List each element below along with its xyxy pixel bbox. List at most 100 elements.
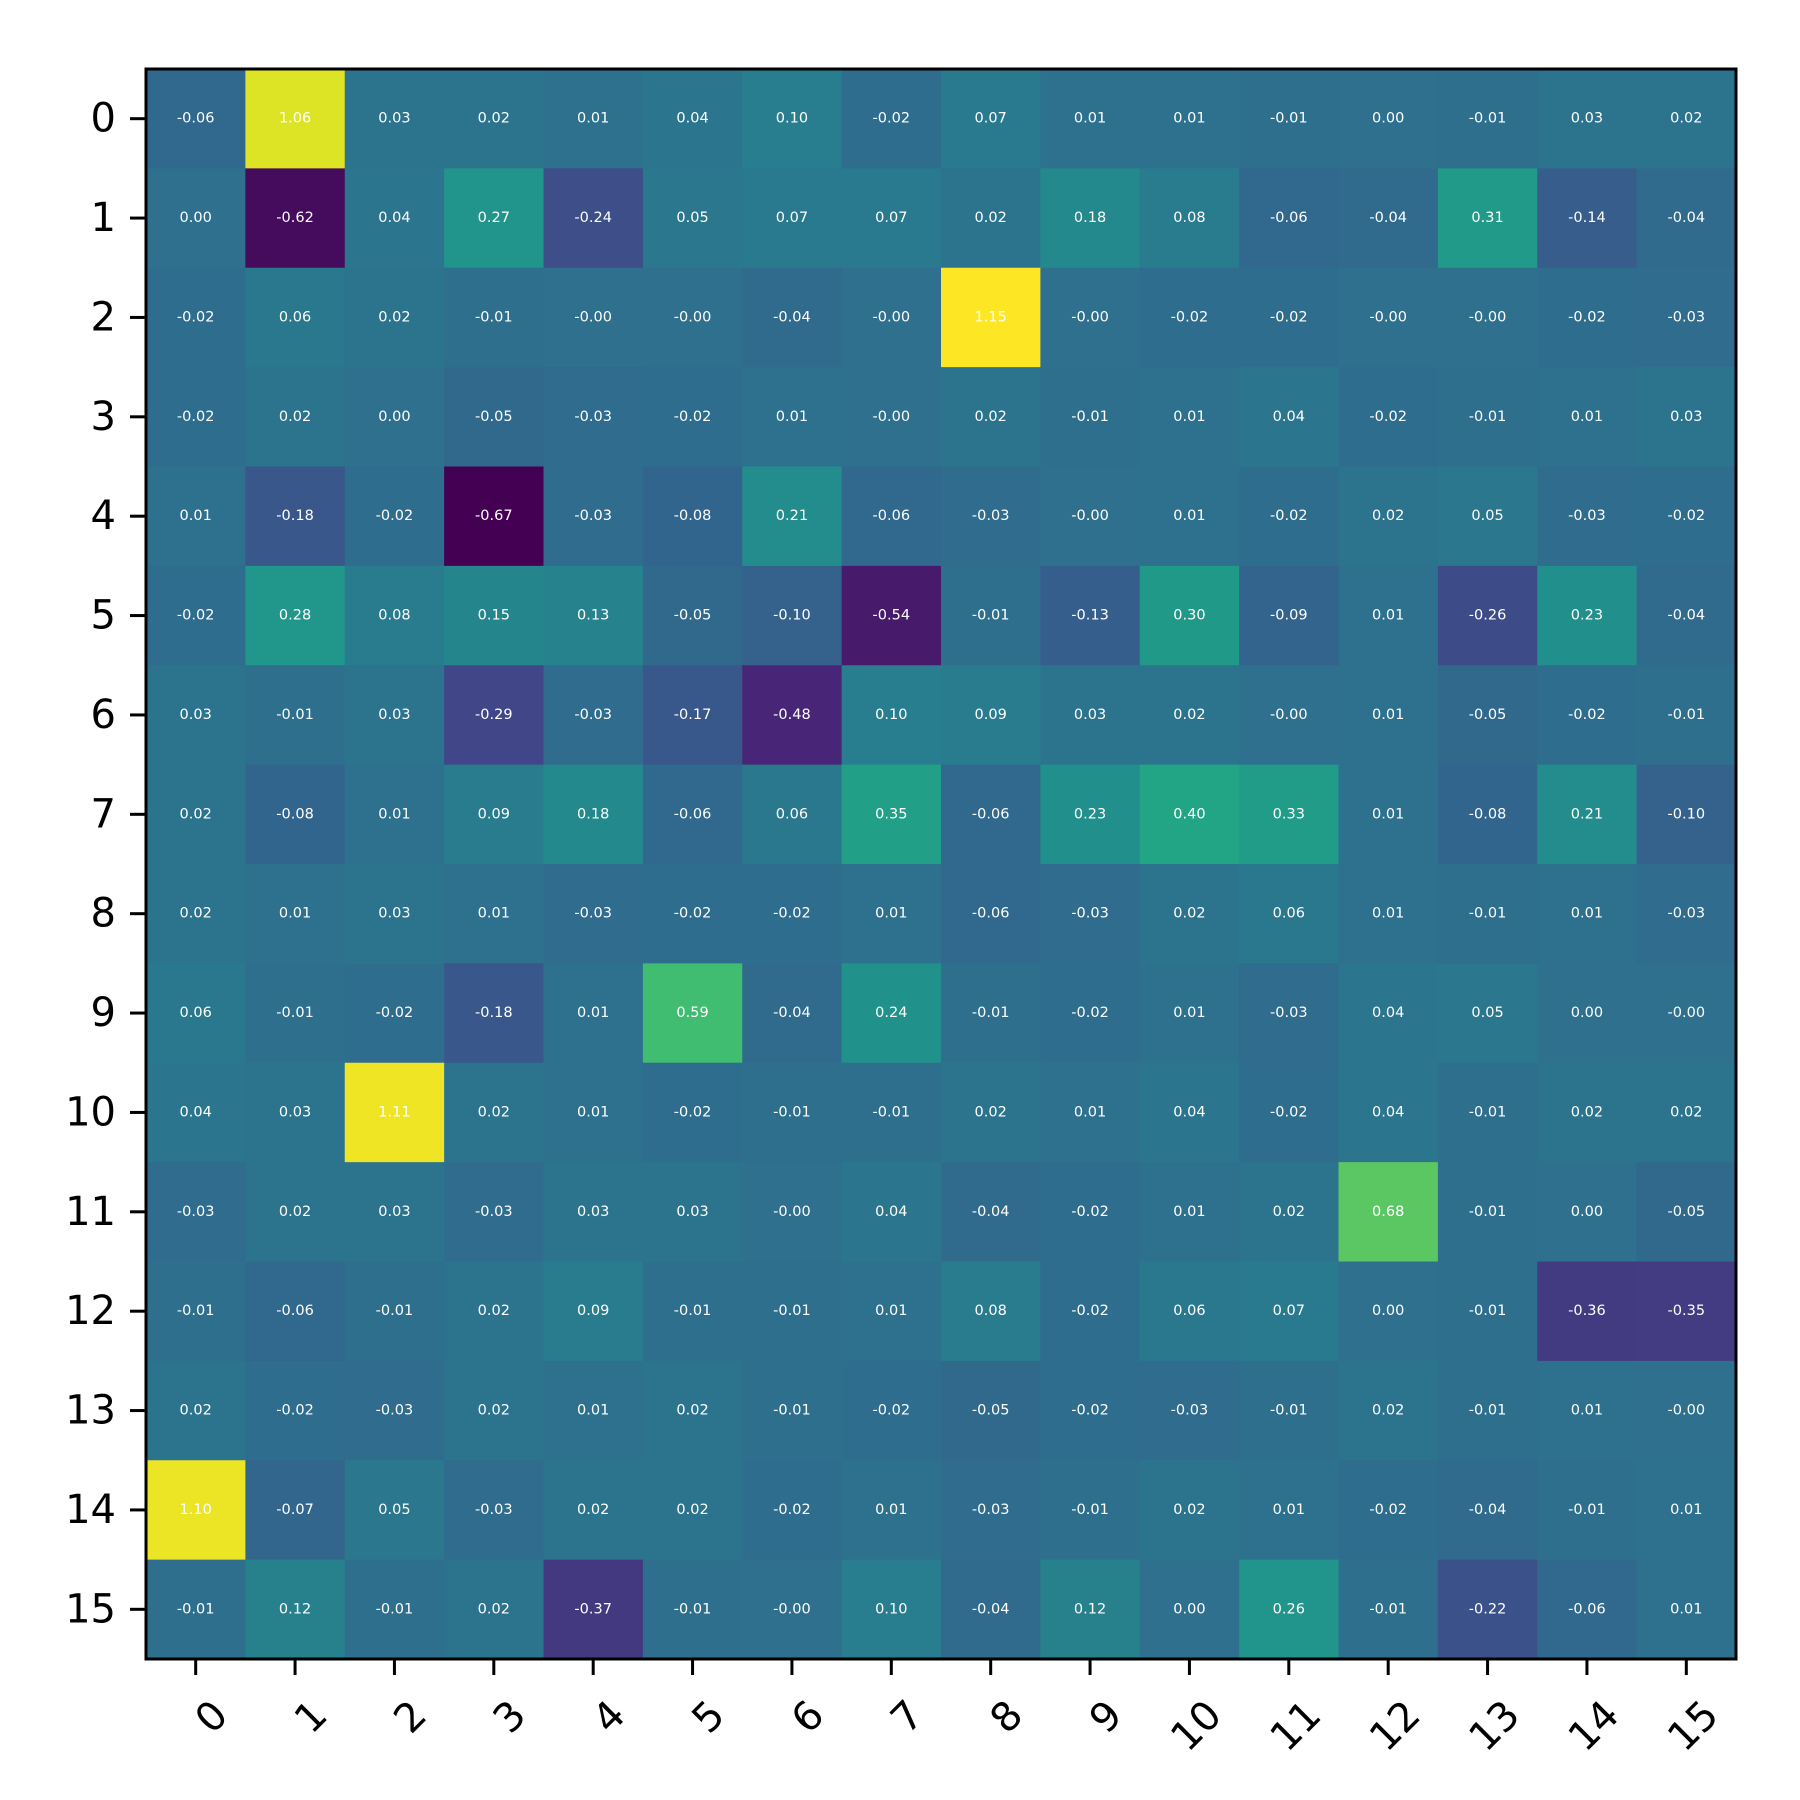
cell-value-label-12-2: -0.01 — [376, 1303, 414, 1319]
cell-value-label-2-13: -0.00 — [1469, 309, 1507, 325]
cell-value-label-3-4: -0.03 — [574, 409, 612, 425]
cell-value-label-10-2: 1.11 — [378, 1104, 410, 1120]
heatmap-cell-10-9 — [1040, 1062, 1141, 1163]
heatmap-cell-11-10 — [1139, 1162, 1240, 1263]
heatmap-cell-15-2 — [344, 1559, 445, 1660]
heatmap-cell-5-6 — [742, 565, 843, 666]
heatmap-cell-3-15 — [1636, 367, 1737, 468]
heatmap-cell-7-0 — [146, 764, 246, 865]
heatmap-cell-13-9 — [1040, 1360, 1141, 1461]
cell-value-label-6-2: 0.03 — [378, 707, 410, 723]
cell-value-label-10-12: 0.04 — [1372, 1104, 1404, 1120]
heatmap-cell-10-4 — [543, 1062, 644, 1163]
heatmap-cell-0-0 — [146, 69, 246, 169]
heatmap-cell-5-9 — [1040, 565, 1141, 666]
heatmap-cell-0-4 — [543, 69, 644, 169]
heatmap-cell-4-15 — [1636, 466, 1737, 567]
heatmap-cell-0-3 — [444, 69, 545, 169]
y-tick-label-3: 3 — [91, 394, 116, 440]
cell-value-label-8-11: 0.06 — [1273, 906, 1305, 922]
heatmap-cell-11-4 — [543, 1162, 644, 1263]
y-tick-label-9: 9 — [91, 990, 116, 1036]
cell-value-label-11-15: -0.05 — [1668, 1204, 1706, 1220]
heatmap-cell-1-0 — [146, 168, 246, 269]
cell-value-label-1-1: -0.62 — [276, 210, 314, 226]
cell-value-label-7-8: -0.06 — [972, 806, 1010, 822]
heatmap-cell-9-3 — [444, 963, 545, 1064]
heatmap-cell-9-2 — [344, 963, 445, 1064]
cell-value-label-6-13: -0.05 — [1469, 707, 1507, 723]
heatmap-cell-12-14 — [1537, 1261, 1638, 1362]
heatmap-cell-0-5 — [642, 69, 743, 169]
heatmap-cell-6-11 — [1239, 665, 1340, 766]
heatmap-cell-13-5 — [642, 1360, 743, 1461]
cell-value-label-1-4: -0.24 — [574, 210, 612, 226]
cell-value-label-10-4: 0.01 — [577, 1104, 609, 1120]
cell-value-label-5-11: -0.09 — [1270, 608, 1308, 624]
y-tick-label-8: 8 — [91, 891, 116, 937]
heatmap-cell-1-1 — [245, 168, 346, 269]
heatmap-cell-6-6 — [742, 665, 843, 766]
heatmap-cell-7-14 — [1537, 764, 1638, 865]
heatmap-cell-4-3 — [444, 466, 545, 567]
heatmap-cell-1-13 — [1437, 168, 1538, 269]
cell-value-label-4-6: 0.21 — [776, 508, 808, 524]
heatmap-cell-6-4 — [543, 665, 644, 766]
y-tick-label-10: 10 — [65, 1089, 116, 1135]
heatmap-cell-5-0 — [146, 565, 246, 666]
heatmap-cell-10-8 — [941, 1062, 1041, 1163]
cell-value-label-0-6: 0.10 — [776, 111, 808, 127]
heatmap-cell-1-4 — [543, 168, 644, 269]
cell-value-label-7-13: -0.08 — [1469, 806, 1507, 822]
heatmap-cell-12-4 — [543, 1261, 644, 1362]
heatmap-cell-15-9 — [1040, 1559, 1141, 1660]
cell-value-label-15-4: -0.37 — [574, 1601, 612, 1617]
cell-value-label-11-2: 0.03 — [378, 1204, 410, 1220]
cell-value-label-12-11: 0.07 — [1273, 1303, 1305, 1319]
x-tick-label-10: 10 — [1162, 1692, 1231, 1761]
heatmap-cell-12-0 — [146, 1261, 246, 1362]
cell-value-label-13-4: 0.01 — [577, 1403, 609, 1419]
heatmap-cell-14-1 — [245, 1460, 346, 1561]
heatmap-cell-3-2 — [344, 367, 445, 468]
heatmap-cell-9-5 — [642, 963, 743, 1064]
heatmap-cell-7-11 — [1239, 764, 1340, 865]
cell-value-label-9-1: -0.01 — [276, 1005, 314, 1021]
heatmap-cell-4-0 — [146, 466, 246, 567]
heatmap-cell-15-12 — [1338, 1559, 1439, 1660]
cell-value-label-13-10: -0.03 — [1171, 1403, 1209, 1419]
heatmap-cell-2-3 — [444, 267, 545, 368]
cell-value-label-5-10: 0.30 — [1173, 608, 1205, 624]
cell-value-label-6-11: -0.00 — [1270, 707, 1308, 723]
cell-value-label-14-15: 0.01 — [1670, 1502, 1702, 1518]
cell-value-label-5-12: 0.01 — [1372, 608, 1404, 624]
heatmap-cell-12-8 — [941, 1261, 1041, 1362]
cell-value-label-0-15: 0.02 — [1670, 111, 1702, 127]
heatmap-cell-8-4 — [543, 864, 644, 964]
cell-value-label-15-5: -0.01 — [674, 1601, 712, 1617]
heatmap-cell-2-11 — [1239, 267, 1340, 368]
cell-value-label-3-7: -0.00 — [873, 409, 911, 425]
heatmap-cell-10-3 — [444, 1062, 545, 1163]
heatmap-cell-3-13 — [1437, 367, 1538, 468]
cell-value-label-10-13: -0.01 — [1469, 1104, 1507, 1120]
heatmap-cell-0-7 — [841, 69, 942, 169]
cell-value-label-4-15: -0.02 — [1668, 508, 1706, 524]
heatmap-cell-12-3 — [444, 1261, 545, 1362]
cell-value-label-7-12: 0.01 — [1372, 806, 1404, 822]
heatmap-cell-15-1 — [245, 1559, 346, 1660]
cell-value-label-1-9: 0.18 — [1074, 210, 1106, 226]
y-tick-label-12: 12 — [65, 1288, 116, 1334]
cell-value-label-5-15: -0.04 — [1668, 608, 1706, 624]
cell-value-label-4-2: -0.02 — [376, 508, 414, 524]
cell-value-label-8-9: -0.03 — [1071, 906, 1109, 922]
heatmap-cell-6-13 — [1437, 665, 1538, 766]
cell-value-label-11-6: -0.00 — [773, 1204, 811, 1220]
cell-value-label-13-9: -0.02 — [1071, 1403, 1109, 1419]
cell-value-label-5-8: -0.01 — [972, 608, 1010, 624]
heatmap-cell-15-7 — [841, 1559, 942, 1660]
heatmap-cell-2-2 — [344, 267, 445, 368]
cell-value-label-15-11: 0.26 — [1273, 1601, 1305, 1617]
cell-value-label-11-4: 0.03 — [577, 1204, 609, 1220]
heatmap-cell-2-9 — [1040, 267, 1141, 368]
